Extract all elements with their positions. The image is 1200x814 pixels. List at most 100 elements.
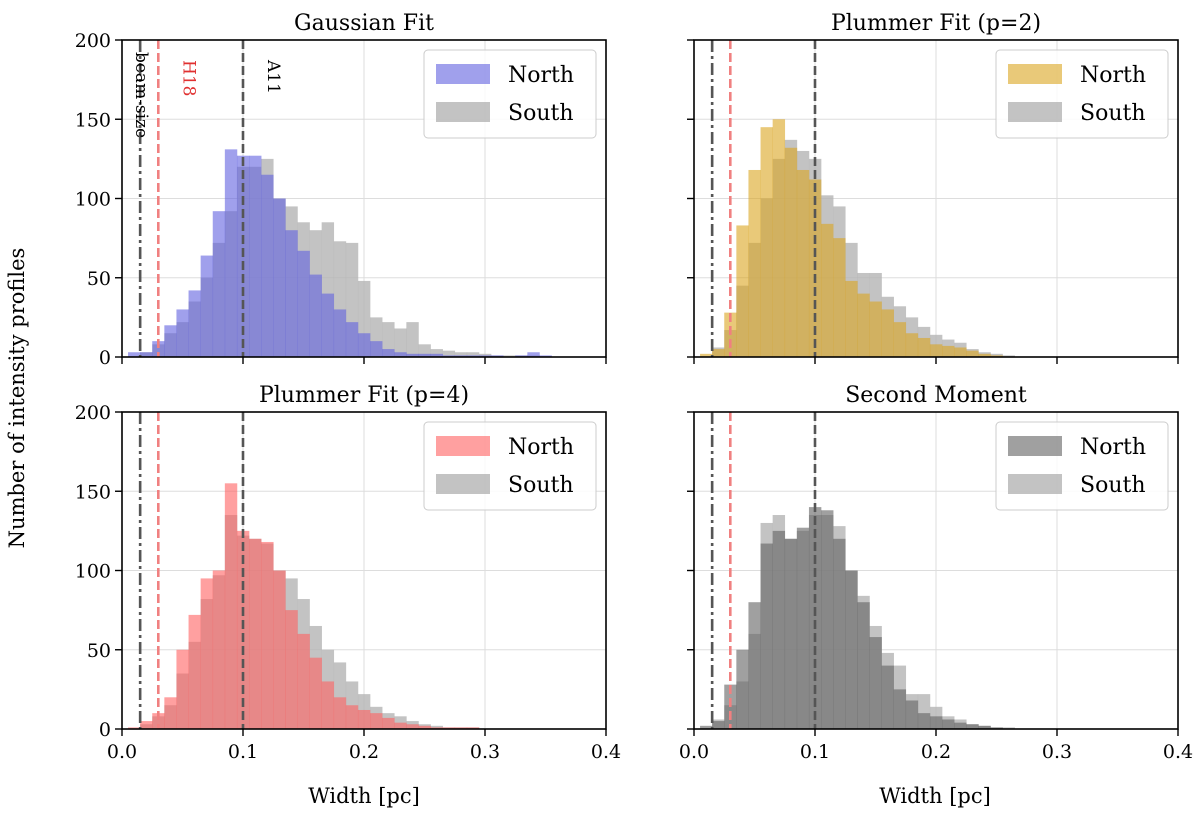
- north-bar-10: [821, 510, 834, 729]
- north-bar-0: [128, 352, 141, 357]
- annotation-A11: A11: [263, 59, 283, 94]
- north-bar-13: [285, 230, 298, 357]
- north-bar-5: [760, 543, 773, 729]
- y-tick-label-0: 0: [99, 347, 111, 369]
- north-bar-23: [978, 353, 991, 357]
- north-bar-6: [772, 530, 786, 729]
- legend-north-label: North: [508, 63, 574, 88]
- north-bar-7: [784, 147, 798, 357]
- y-tick-label-4: 200: [75, 30, 111, 52]
- legend-south-label: South: [508, 101, 574, 126]
- north-bar-11: [833, 238, 846, 357]
- north-bar-23: [978, 725, 991, 729]
- panel-title: Second Moment: [845, 383, 1027, 408]
- north-bar-22: [966, 350, 979, 357]
- x-tick-label-0: 0.0: [107, 741, 137, 763]
- north-bar-12: [273, 570, 286, 729]
- north-bar-20: [370, 713, 383, 729]
- y-tick-label-1: 50: [87, 640, 111, 662]
- north-bar-17: [905, 700, 919, 729]
- annotation-H18: H18: [178, 60, 198, 96]
- panel-gaussian: beam-size H18 A11 0 50 100 150 200 Gaussian Fit N…: [75, 11, 607, 369]
- panel-plummer2: Plummer Fit (p=2) North South: [687, 11, 1179, 364]
- north-bar-2: [152, 341, 165, 357]
- north-bar-6: [772, 119, 786, 357]
- north-bar-7: [212, 211, 226, 357]
- north-bar-11: [833, 538, 846, 729]
- legend-south-swatch: [1008, 474, 1062, 494]
- north-bar-4: [176, 309, 189, 357]
- north-bar-13: [857, 602, 870, 729]
- south-bar-23: [406, 322, 419, 357]
- north-bar-20: [370, 341, 383, 357]
- north-bar-11: [261, 174, 274, 357]
- north-bar-9: [808, 507, 822, 729]
- legend: North South: [423, 421, 597, 511]
- north-bar-15: [881, 309, 894, 357]
- north-bar-18: [917, 713, 931, 729]
- north-bar-17: [333, 697, 347, 729]
- north-bar-19: [357, 333, 371, 357]
- south-bar-27: [454, 352, 468, 357]
- north-bar-5: [760, 127, 773, 357]
- north-bar-10: [249, 155, 262, 357]
- north-bar-3: [164, 697, 177, 729]
- north-bar-22: [394, 722, 407, 729]
- north-bar-21: [382, 717, 395, 729]
- north-bar-10: [249, 538, 262, 729]
- north-bar-0: [700, 353, 713, 357]
- north-bar-14: [869, 301, 882, 357]
- legend-south-swatch: [1008, 102, 1062, 122]
- x-tick-label-4: 0.4: [1163, 741, 1193, 763]
- south-bar-26: [442, 350, 456, 357]
- north-bar-14: [869, 637, 882, 729]
- north-bar-6: [200, 578, 214, 729]
- north-bar-7: [784, 538, 798, 729]
- legend-south-swatch: [436, 102, 490, 122]
- north-bar-13: [857, 293, 870, 357]
- south-bar-21: [382, 322, 395, 357]
- north-bar-12: [845, 280, 858, 357]
- y-tick-label-3: 150: [75, 481, 111, 503]
- annotation-beam-size: beam-size: [131, 52, 151, 138]
- north-bar-15: [309, 274, 322, 357]
- panel-title: Gaussian Fit: [294, 11, 434, 36]
- legend-north-swatch: [436, 64, 490, 84]
- north-bar-21: [954, 347, 967, 357]
- north-bar-16: [321, 681, 335, 729]
- north-bar-7: [212, 570, 226, 729]
- north-bar-21: [382, 349, 395, 357]
- legend: North South: [423, 49, 597, 139]
- north-bar-18: [345, 705, 359, 729]
- north-bar-6: [200, 255, 214, 357]
- north-bar-9: [236, 530, 250, 729]
- north-bar-14: [297, 633, 310, 729]
- north-bar-22: [966, 724, 979, 729]
- north-bar-3: [736, 225, 749, 357]
- north-bar-22: [394, 352, 407, 357]
- north-bar-19: [929, 716, 943, 729]
- x-axis-label-right: Width [pc]: [879, 784, 991, 808]
- south-bar-22: [394, 328, 407, 357]
- y-tick-label-1: 50: [87, 268, 111, 290]
- south-bar-29: [478, 353, 492, 357]
- north-bar-25: [430, 353, 443, 357]
- legend-south-label: South: [1080, 101, 1146, 126]
- y-tick-label-4: 200: [75, 402, 111, 424]
- north-bar-4: [748, 169, 761, 357]
- north-bar-1: [712, 721, 725, 729]
- north-bar-1: [140, 721, 153, 729]
- north-bar-17: [333, 309, 347, 357]
- legend-north-swatch: [436, 436, 490, 456]
- north-bar-11: [261, 541, 274, 729]
- y-tick-label-2: 100: [75, 561, 111, 583]
- north-bar-2: [152, 713, 165, 729]
- north-bar-8: [796, 169, 810, 357]
- south-bar-28: [466, 352, 480, 357]
- north-bar-18: [345, 322, 359, 357]
- north-bar-3: [164, 325, 177, 357]
- north-bar-8: [224, 149, 238, 357]
- north-bar-33: [527, 352, 540, 357]
- north-bar-18: [917, 337, 931, 357]
